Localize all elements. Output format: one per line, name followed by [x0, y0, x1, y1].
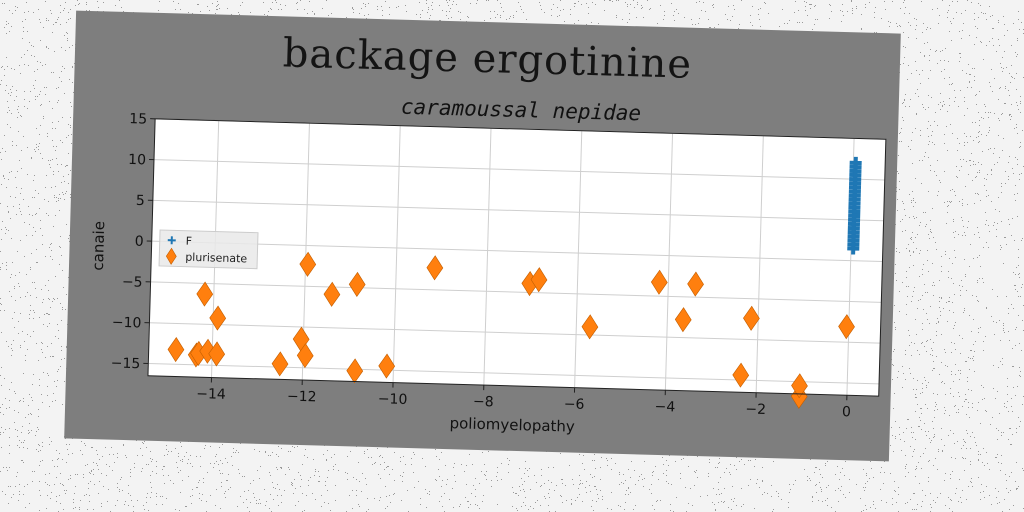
legend-box: [158, 229, 259, 270]
x-grid-line: [755, 135, 764, 393]
y-axis-label: canaie: [89, 221, 108, 271]
y-grid-line: [151, 240, 883, 263]
x-tick-label: −14: [196, 386, 226, 403]
y-tick-label: 0: [135, 234, 144, 250]
x-grid-line: [483, 128, 492, 386]
point-plurisenate: [296, 343, 314, 369]
point-plurisenate: [732, 362, 750, 388]
point-plurisenate: [271, 351, 289, 377]
x-tick-label: −12: [287, 389, 317, 406]
y-grid-line: [153, 159, 885, 181]
legend-label: F: [186, 235, 193, 248]
point-plurisenate: [378, 353, 396, 379]
x-tick-label: −8: [473, 394, 494, 411]
y-grid-line: [148, 362, 880, 385]
point-plurisenate: [208, 341, 226, 367]
y-tick-label: −15: [111, 355, 141, 372]
plot-frame: [147, 118, 887, 397]
point-plurisenate: [581, 314, 599, 340]
x-axis-label: poliomyelopathy: [449, 414, 575, 435]
point-plurisenate: [743, 305, 760, 331]
axis-ticks: −14 −12 −10 −8 −6 −4 −2 0 −15 −10 −5 0 5 10 15: [111, 111, 852, 420]
point-plurisenate: [165, 247, 177, 265]
legend-label: plurisenate: [185, 251, 247, 266]
plot-area: [147, 118, 886, 397]
x-tick-label: −6: [564, 396, 585, 413]
y-grid-line: [149, 322, 881, 344]
point-plurisenate: [323, 281, 341, 307]
point-plurisenate: [348, 271, 366, 297]
figure-panel: backage ergotinine caramoussal nepidae −…: [64, 10, 901, 462]
point-plurisenate: [791, 373, 808, 399]
point-plurisenate: [687, 271, 704, 297]
y-tick-label: 15: [129, 111, 147, 127]
x-tick-label: 0: [842, 404, 851, 420]
y-tick-label: 10: [128, 152, 146, 168]
y-grid-line: [150, 281, 882, 303]
point-plurisenate: [530, 267, 548, 293]
y-tick-label: −5: [122, 274, 143, 291]
point-plurisenate: [167, 337, 185, 363]
data-points: [167, 156, 862, 409]
x-tick-label: −2: [745, 401, 766, 418]
axes-title: caramoussal nepidae: [401, 95, 642, 126]
point-plurisenate: [650, 269, 668, 295]
x-grid-line: [392, 125, 401, 383]
point-plurisenate: [674, 307, 692, 333]
point-plurisenate: [299, 251, 317, 277]
point-F: [167, 236, 176, 245]
y-grid-line: [152, 199, 884, 222]
x-tick-label: −10: [378, 391, 408, 408]
scatter-chart: caramoussal nepidae −14 −12 −10 −8 −6 −4 −2 0−1…: [89, 95, 887, 436]
y-tick-label: −10: [112, 315, 142, 332]
y-tick-label: 5: [136, 193, 145, 209]
point-plurisenate: [426, 255, 444, 281]
point-plurisenate: [196, 281, 214, 307]
point-plurisenate: [209, 305, 227, 331]
x-tick-label: −4: [654, 399, 675, 416]
x-grid-line: [664, 133, 674, 391]
grid-lines: [148, 118, 886, 396]
point-plurisenate: [838, 314, 855, 340]
x-grid-line: [846, 138, 855, 396]
point-plurisenate: [346, 358, 364, 384]
point-F: [849, 156, 862, 169]
x-grid-line: [574, 130, 583, 388]
